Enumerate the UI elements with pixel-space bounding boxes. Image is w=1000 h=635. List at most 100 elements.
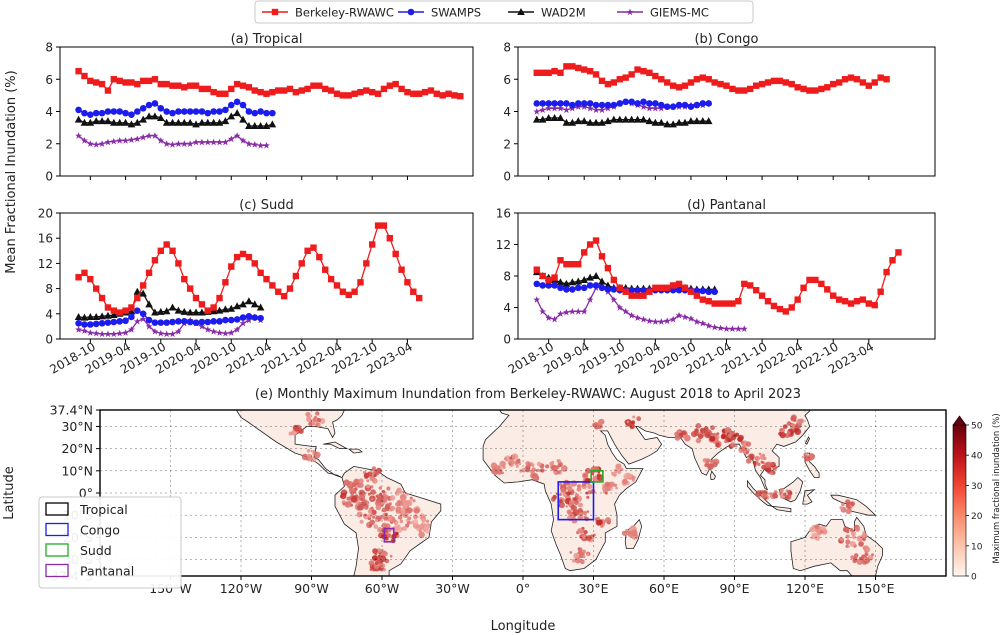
data-point <box>204 318 212 326</box>
data-point <box>110 76 118 83</box>
data-point <box>256 122 265 130</box>
data-point <box>298 87 305 94</box>
data-point <box>186 82 194 89</box>
data-point <box>92 312 101 320</box>
heat-cell <box>505 458 508 461</box>
data-point <box>586 118 594 126</box>
data-point <box>175 328 182 335</box>
map-title: (e) Monthly Maximum Inundation from Berk… <box>255 387 801 402</box>
heat-cell <box>783 492 787 496</box>
data-point <box>98 294 106 302</box>
heat-cell <box>372 515 376 519</box>
data-point <box>304 247 311 254</box>
data-point <box>86 329 94 336</box>
heat-cell <box>560 489 563 492</box>
map-x-tick-label: 30°W <box>435 581 470 596</box>
heat-cell <box>596 516 600 521</box>
heat-cell <box>812 524 816 528</box>
data-point <box>545 69 552 76</box>
data-point <box>104 117 112 125</box>
heat-cell <box>801 455 805 459</box>
data-point <box>263 141 270 149</box>
data-point <box>604 117 612 125</box>
heat-cell <box>348 487 354 493</box>
data-point <box>835 296 843 303</box>
legend-marker <box>626 8 634 16</box>
heat-cell <box>856 535 863 542</box>
data-point <box>634 66 641 73</box>
data-point <box>157 104 165 112</box>
data-point <box>133 118 142 126</box>
heat-cell <box>397 515 403 520</box>
data-point <box>800 85 807 93</box>
heat-cell <box>565 505 568 508</box>
data-point <box>415 90 423 97</box>
heat-cell <box>371 466 376 471</box>
data-point <box>162 118 171 126</box>
data-point <box>859 79 867 86</box>
heat-cell <box>604 517 612 524</box>
heat-cell <box>629 423 635 430</box>
data-point <box>551 104 558 112</box>
data-point <box>877 288 884 295</box>
data-point <box>110 307 118 314</box>
heat-cell <box>625 528 628 532</box>
data-point <box>110 311 118 319</box>
data-point <box>292 88 300 96</box>
data-point <box>351 288 358 295</box>
data-point <box>263 109 270 117</box>
data-point <box>151 308 159 316</box>
data-point <box>651 118 660 126</box>
data-point <box>818 85 825 93</box>
data-point <box>598 118 606 126</box>
panel-title: (d) Pantanal <box>687 198 766 213</box>
heat-cell <box>521 467 527 473</box>
data-point <box>233 132 241 139</box>
data-point <box>669 282 677 289</box>
data-point <box>675 311 683 319</box>
data-point <box>634 314 641 321</box>
y-tick-label: 0 <box>503 170 511 184</box>
heat-cell <box>620 468 624 471</box>
data-point <box>251 87 258 94</box>
heat-cell <box>396 487 402 494</box>
colorbar-tick-label: 0 <box>971 573 977 583</box>
heat-cell <box>609 481 615 487</box>
data-point <box>640 98 647 106</box>
heat-cell <box>425 529 430 534</box>
heat-cell <box>724 426 732 434</box>
data-point <box>640 292 647 299</box>
data-point <box>610 79 618 86</box>
data-point <box>586 100 594 107</box>
data-point <box>168 303 177 311</box>
data-point <box>310 244 317 251</box>
heat-cell <box>577 547 583 552</box>
data-point <box>180 318 188 325</box>
data-point <box>139 133 147 141</box>
data-point <box>151 112 159 120</box>
heat-cell <box>379 562 382 566</box>
heat-cell <box>511 453 519 460</box>
data-point <box>157 80 164 88</box>
data-point <box>580 117 588 125</box>
heat-cell <box>616 463 622 469</box>
data-point <box>616 284 623 292</box>
data-point <box>233 80 241 88</box>
data-point <box>622 308 630 315</box>
data-point <box>175 318 182 325</box>
data-point <box>569 63 576 70</box>
data-point <box>216 138 223 146</box>
heat-cell <box>396 526 403 533</box>
data-point <box>633 115 642 123</box>
heat-cell <box>578 511 584 517</box>
data-point <box>251 260 258 267</box>
data-point <box>128 326 135 333</box>
data-point <box>75 274 82 281</box>
data-point <box>210 328 218 335</box>
data-point <box>134 307 141 314</box>
data-point <box>169 109 176 117</box>
heat-cell <box>293 424 300 432</box>
data-point <box>704 117 713 125</box>
data-point <box>705 100 713 107</box>
heat-cell <box>310 457 316 463</box>
